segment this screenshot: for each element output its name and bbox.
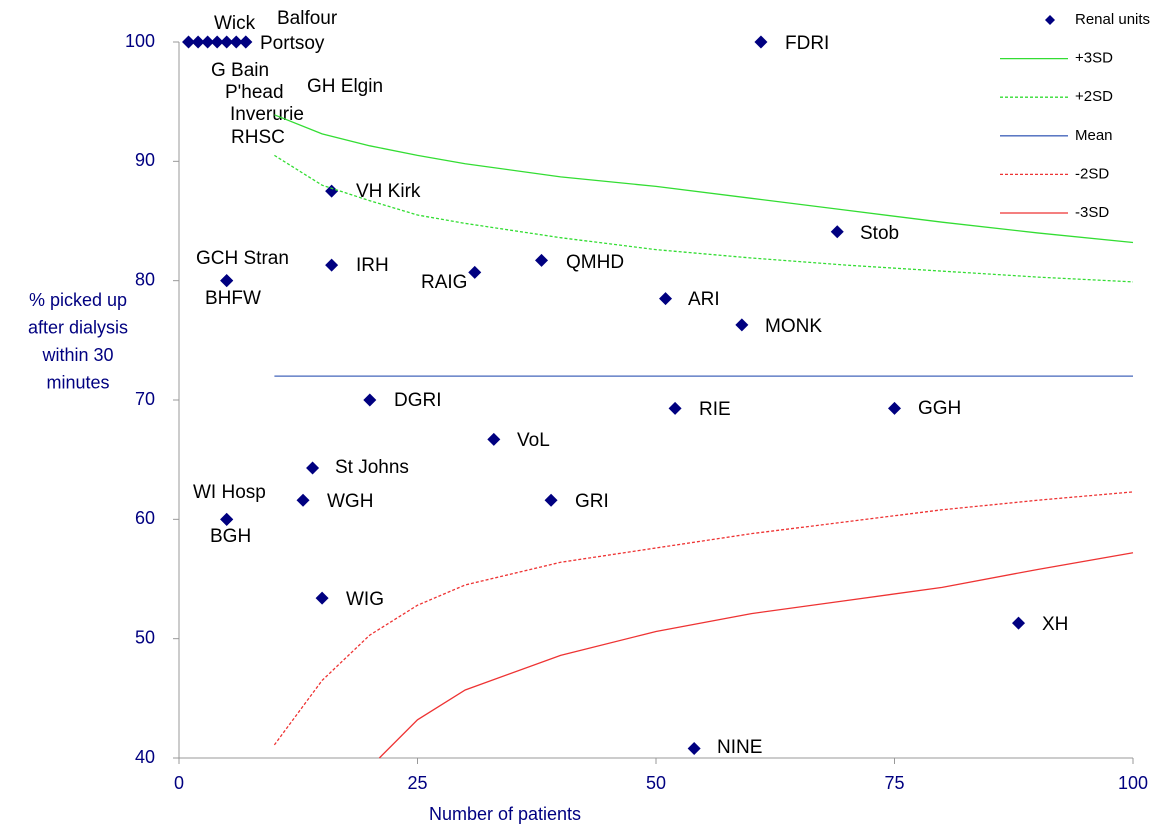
y-axis-label: after dialysis	[28, 317, 128, 337]
y-tick-label: 80	[135, 269, 155, 289]
point	[296, 493, 310, 507]
point	[668, 401, 682, 415]
point-label: DGRI	[394, 390, 442, 411]
point	[220, 35, 234, 49]
point-label: Portsoy	[260, 33, 325, 54]
legend-label: Mean	[1075, 127, 1113, 144]
point-label: WIG	[346, 589, 384, 610]
x-tick-label: 25	[407, 773, 427, 793]
point	[239, 35, 253, 49]
y-axis-label: within 30	[41, 345, 113, 365]
point-label: Wick	[214, 13, 256, 34]
point-label: XH	[1042, 614, 1068, 635]
point-label: G Bain	[211, 60, 269, 81]
legend-label: Renal units	[1075, 11, 1150, 28]
point-label: P'head	[225, 82, 284, 103]
point-label: St Johns	[335, 457, 409, 478]
point-label: RAIG	[421, 272, 467, 293]
point-label: BGH	[210, 526, 251, 547]
point-label: RHSC	[231, 127, 285, 148]
point-label: Stob	[860, 223, 899, 244]
y-tick-label: 100	[125, 31, 155, 51]
point	[210, 35, 224, 49]
point-label: BHFW	[205, 288, 261, 309]
point	[535, 253, 549, 267]
point	[229, 35, 243, 49]
point	[735, 318, 749, 332]
point	[191, 35, 205, 49]
legend-label: -3SD	[1075, 204, 1109, 221]
point-label: GRI	[575, 491, 609, 512]
x-axis-label: Number of patients	[429, 804, 581, 824]
point	[888, 401, 901, 415]
legend-label: -2SD	[1075, 165, 1109, 182]
point	[754, 35, 768, 49]
limit-line	[274, 154, 1134, 283]
point	[363, 393, 377, 407]
y-tick-label: 40	[135, 747, 155, 767]
legend-label: +2SD	[1075, 88, 1113, 105]
y-tick-label: 60	[135, 508, 155, 528]
y-tick-label: 70	[135, 389, 155, 409]
point-label: FDRI	[785, 33, 829, 54]
y-tick-label: 50	[135, 627, 155, 647]
point	[487, 432, 501, 446]
limit-line	[378, 552, 1134, 759]
y-axis-label: minutes	[46, 372, 109, 392]
point	[182, 35, 196, 49]
x-tick-label: 50	[646, 773, 666, 793]
point	[306, 461, 320, 475]
point-label: GCH Stran	[196, 248, 289, 269]
legend-swatch	[1045, 15, 1055, 25]
x-tick-label: 100	[1118, 773, 1148, 793]
point	[687, 741, 701, 755]
point	[220, 274, 234, 288]
point-label: NINE	[717, 737, 762, 758]
point-label: ARI	[688, 289, 720, 310]
limit-line	[273, 491, 1134, 746]
point-label: WGH	[327, 491, 373, 512]
limit-line	[274, 114, 1134, 244]
point-label: IRH	[356, 255, 389, 276]
x-tick-label: 75	[884, 773, 904, 793]
legend-label: +3SD	[1075, 50, 1113, 67]
point	[220, 512, 234, 526]
point	[659, 292, 673, 306]
point-label: MONK	[765, 316, 822, 337]
point-label: GH Elgin	[307, 76, 383, 97]
point	[468, 265, 482, 279]
point-label: RIE	[699, 399, 731, 420]
point	[325, 258, 339, 272]
point-label: VH Kirk	[356, 181, 421, 202]
point	[315, 591, 329, 605]
point	[325, 184, 339, 198]
point	[201, 35, 215, 49]
x-tick-label: 0	[174, 773, 184, 793]
point-label: GGH	[918, 398, 961, 419]
point	[830, 225, 844, 239]
point-label: WI Hosp	[193, 482, 266, 503]
y-tick-label: 90	[135, 150, 155, 170]
point	[544, 493, 558, 507]
point-label: QMHD	[566, 252, 624, 273]
y-axis-label: % picked up	[29, 290, 127, 310]
point	[1012, 616, 1026, 630]
point-label: VoL	[517, 430, 550, 451]
point-label: Balfour	[277, 8, 338, 29]
